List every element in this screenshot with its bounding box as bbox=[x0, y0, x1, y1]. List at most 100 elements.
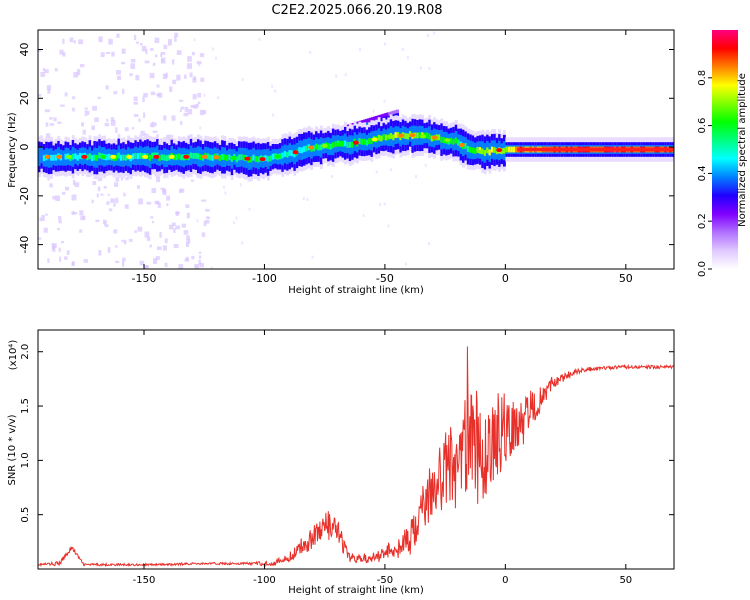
spectrogram-band-core bbox=[54, 154, 58, 161]
spectrogram-speckle bbox=[191, 255, 195, 260]
spectrogram-band-core bbox=[88, 153, 92, 160]
spectrogram-peak bbox=[259, 157, 266, 162]
spectrogram-speckle bbox=[45, 213, 48, 216]
spectrogram-speckle bbox=[159, 232, 162, 238]
spectrogram-speckle bbox=[140, 42, 143, 46]
spectrogram-peak bbox=[100, 154, 107, 159]
spectrogram-speckle bbox=[154, 37, 160, 43]
spectrogram-band-core bbox=[136, 153, 140, 160]
spectrogram-speckle bbox=[49, 117, 53, 120]
spectrogram-peak bbox=[444, 138, 451, 143]
spectrogram-speckle bbox=[199, 126, 202, 130]
spectrogram-speckle bbox=[94, 117, 99, 123]
spectrogram-branch-core bbox=[380, 117, 384, 123]
spectrogram-panel: -150 -100 -50 0 50 -40 -20 0 20 40 Height of str… bbox=[7, 29, 675, 296]
spectrogram-band-core bbox=[151, 152, 155, 159]
spectrogram-band-core bbox=[377, 134, 381, 141]
spectrogram-speckle bbox=[107, 247, 111, 253]
spectrogram-speckle bbox=[40, 135, 43, 140]
spectrogram-speckle bbox=[40, 71, 46, 77]
spectrogram-speckle bbox=[163, 44, 168, 50]
x-tick-label: -100 bbox=[253, 575, 276, 586]
spectrogram-speckle bbox=[186, 212, 190, 219]
spectrogram-speckle bbox=[42, 68, 46, 72]
spectrogram-peak bbox=[44, 154, 51, 159]
spectrogram-speckle bbox=[62, 52, 66, 57]
spectrogram-speckle bbox=[115, 260, 120, 264]
spectrogram-speckle bbox=[162, 245, 167, 251]
snr-frame bbox=[37, 329, 675, 570]
spectrogram-speckle bbox=[107, 193, 110, 196]
spectrogram-band-core bbox=[317, 144, 321, 151]
colorbar-ticks: 0.0 0.2 0.4 0.6 0.8 bbox=[697, 70, 712, 277]
spectrogram-speckle bbox=[71, 194, 77, 201]
spectrogram-speckle bbox=[174, 32, 179, 38]
x-tick-label: -100 bbox=[252, 272, 277, 285]
spectrogram-speckle bbox=[121, 239, 124, 243]
spectrogram-band-core bbox=[194, 152, 198, 159]
spectrogram-speckle bbox=[96, 193, 99, 198]
spectrogram-speckle bbox=[199, 255, 202, 259]
spectrogram-band-core bbox=[416, 132, 420, 139]
spectrogram-speckle bbox=[235, 216, 238, 220]
spectrogram-speckle bbox=[116, 33, 120, 38]
spectrogram-band-core bbox=[510, 146, 514, 153]
spectrogram-speckle bbox=[198, 259, 201, 266]
spectrogram-peak bbox=[110, 154, 117, 159]
spectrogram-speckle bbox=[193, 104, 198, 109]
spectrogram-speckle bbox=[335, 74, 338, 78]
spectrogram-speckle bbox=[116, 75, 122, 80]
spectrogram-band-core bbox=[52, 154, 56, 161]
spectrogram-band-core bbox=[394, 132, 398, 138]
spectrogram-peak bbox=[153, 154, 160, 159]
spectrogram-band-core bbox=[382, 134, 386, 140]
spectrogram-band-core bbox=[93, 154, 97, 161]
spectrogram-speckle bbox=[97, 96, 101, 99]
spectrogram-speckle bbox=[149, 72, 155, 79]
spectrogram-speckle bbox=[103, 185, 107, 189]
spectrogram-speckle bbox=[222, 185, 225, 189]
spectrogram-speckle bbox=[166, 135, 169, 140]
snr-y-ticks: 0.5 1.0 1.5 2.0 bbox=[20, 344, 674, 523]
spectrogram-speckle bbox=[128, 238, 133, 242]
spectrogram-band-core bbox=[122, 154, 126, 161]
spectrogram-peak bbox=[274, 154, 281, 159]
spectrogram-band-core bbox=[331, 142, 335, 149]
spectrogram-peak bbox=[142, 154, 149, 159]
spectrogram-band-core bbox=[189, 152, 193, 159]
spectrogram-peak bbox=[496, 148, 503, 153]
spectrogram-band-core bbox=[95, 154, 99, 161]
colorbar-label: Normalized spectral amplitude bbox=[737, 73, 748, 227]
spectrogram-band-core bbox=[486, 147, 489, 154]
spectrogram-speckle bbox=[187, 56, 192, 62]
spectrogram-band-core bbox=[488, 149, 492, 156]
spectrogram-speckle bbox=[428, 242, 431, 246]
spectrogram-speckle bbox=[406, 56, 409, 60]
spectrogram-speckle bbox=[175, 211, 180, 214]
spectrogram-speckle bbox=[143, 112, 146, 119]
spectrogram-speckle bbox=[187, 135, 190, 140]
spectrogram-speckle bbox=[59, 256, 62, 262]
spectrogram-speckle bbox=[130, 58, 136, 63]
spectrogram-band-core bbox=[107, 153, 111, 160]
spectrogram-speckle bbox=[144, 60, 150, 64]
spectrogram-speckle bbox=[144, 133, 148, 136]
spectrogram-speckle bbox=[179, 188, 185, 193]
spectrogram-band-core bbox=[242, 154, 246, 161]
spectrogram-peak bbox=[66, 154, 73, 159]
spectrogram-speckle bbox=[375, 170, 378, 174]
spectrogram-speckle bbox=[151, 188, 157, 193]
spectrogram-speckle bbox=[64, 92, 68, 97]
spectrogram-speckle bbox=[57, 121, 62, 124]
spectrogram-speckle bbox=[202, 110, 207, 115]
spectrogram-speckle bbox=[44, 69, 49, 74]
spectrogram-speckle bbox=[344, 73, 347, 77]
spectrogram-speckle bbox=[188, 109, 193, 115]
spectrogram-speckle bbox=[150, 91, 156, 96]
spectrogram-speckle bbox=[136, 41, 139, 44]
spectrogram-speckle bbox=[189, 72, 193, 78]
spectrogram-peak bbox=[431, 135, 438, 140]
spectrogram-speckle bbox=[164, 262, 168, 267]
spectrogram-speckle bbox=[186, 63, 192, 69]
